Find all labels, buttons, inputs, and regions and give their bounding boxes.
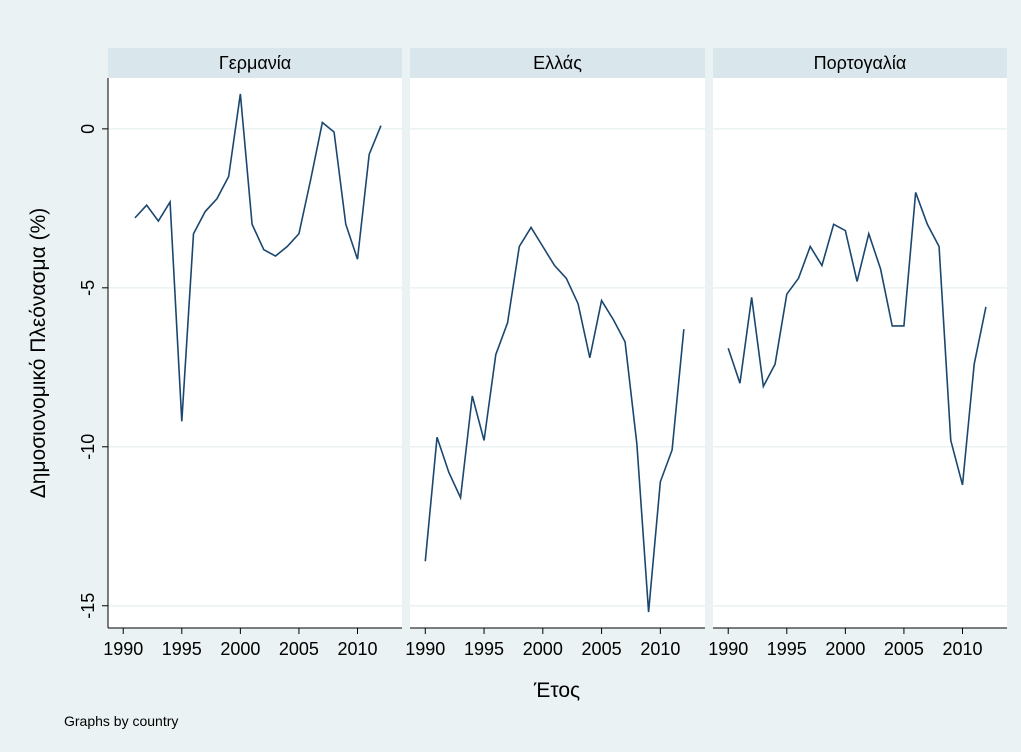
x-tick-label: 2005 [279,639,319,659]
x-axis-label: Έτος [533,679,580,702]
x-tick-label: 2005 [582,639,622,659]
panel-strip [410,48,705,78]
y-tick-label: -5 [78,280,98,296]
panel-strip [108,48,402,78]
x-tick-label: 1990 [405,639,445,659]
x-tick-label: 2005 [884,639,924,659]
y-tick-label: -10 [78,434,98,460]
line [727,192,987,486]
y-tick-label: -15 [78,593,98,619]
plot-area [108,78,402,628]
y-axis-label: Δημοσιονομικό Πλεόνασμα (%) [27,208,50,499]
plot-area [410,78,705,628]
x-tick-label: 1995 [162,639,202,659]
x-tick-label: 2000 [220,639,260,659]
x-tick-label: 2000 [523,639,563,659]
x-tick-label: 2010 [337,639,377,659]
panel-title: Πορτογαλία [814,53,907,73]
x-tick-label: 2000 [825,639,865,659]
y-tick-label: 0 [78,124,98,134]
x-tick-label: 1990 [708,639,748,659]
x-tick-label: 2010 [942,639,982,659]
x-tick-label: 1990 [103,639,143,659]
panel-title: Ελλάς [533,53,582,73]
line [134,93,382,422]
note: Graphs by country [64,713,178,729]
panel-strip [713,48,1007,78]
panel-title: Γερμανία [219,53,291,73]
plot-area [713,78,1007,628]
x-tick-label: 2010 [640,639,680,659]
x-tick-label: 1995 [464,639,504,659]
x-tick-label: 1995 [767,639,807,659]
line [424,225,685,613]
